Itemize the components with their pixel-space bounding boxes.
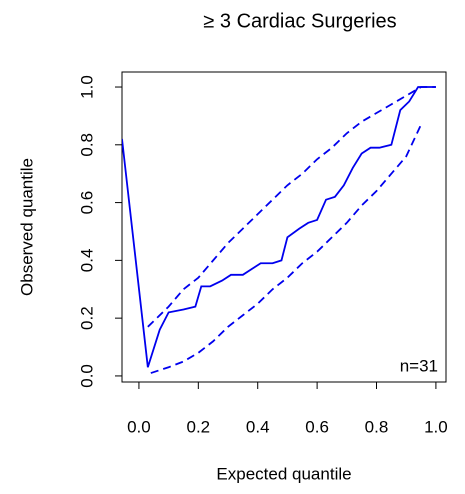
x-tick-label: 1.0 (424, 417, 448, 436)
y-tick-label: 1.0 (77, 75, 96, 99)
x-tick-label: 0.0 (127, 417, 151, 436)
data-line (122, 86, 436, 368)
x-tick-label: 0.6 (305, 417, 329, 436)
y-tick-label: 0.4 (77, 249, 96, 273)
x-tick-label: 0.8 (365, 417, 389, 436)
y-tick-label: 0.0 (77, 364, 96, 388)
y-axis-title: Observed quantile (17, 158, 36, 296)
chart-title: ≥ 3 Cardiac Surgeries (203, 10, 396, 32)
data-line (150, 124, 422, 374)
data-line (147, 86, 436, 328)
x-tick-label: 0.2 (187, 417, 211, 436)
x-axis-title: Expected quantile (216, 464, 351, 483)
annotation: n=31 (400, 356, 438, 375)
x-tick-label: 0.4 (246, 417, 270, 436)
y-tick-label: 0.6 (77, 191, 96, 215)
y-tick-label: 0.8 (77, 133, 96, 157)
y-tick-label: 0.2 (77, 306, 96, 330)
